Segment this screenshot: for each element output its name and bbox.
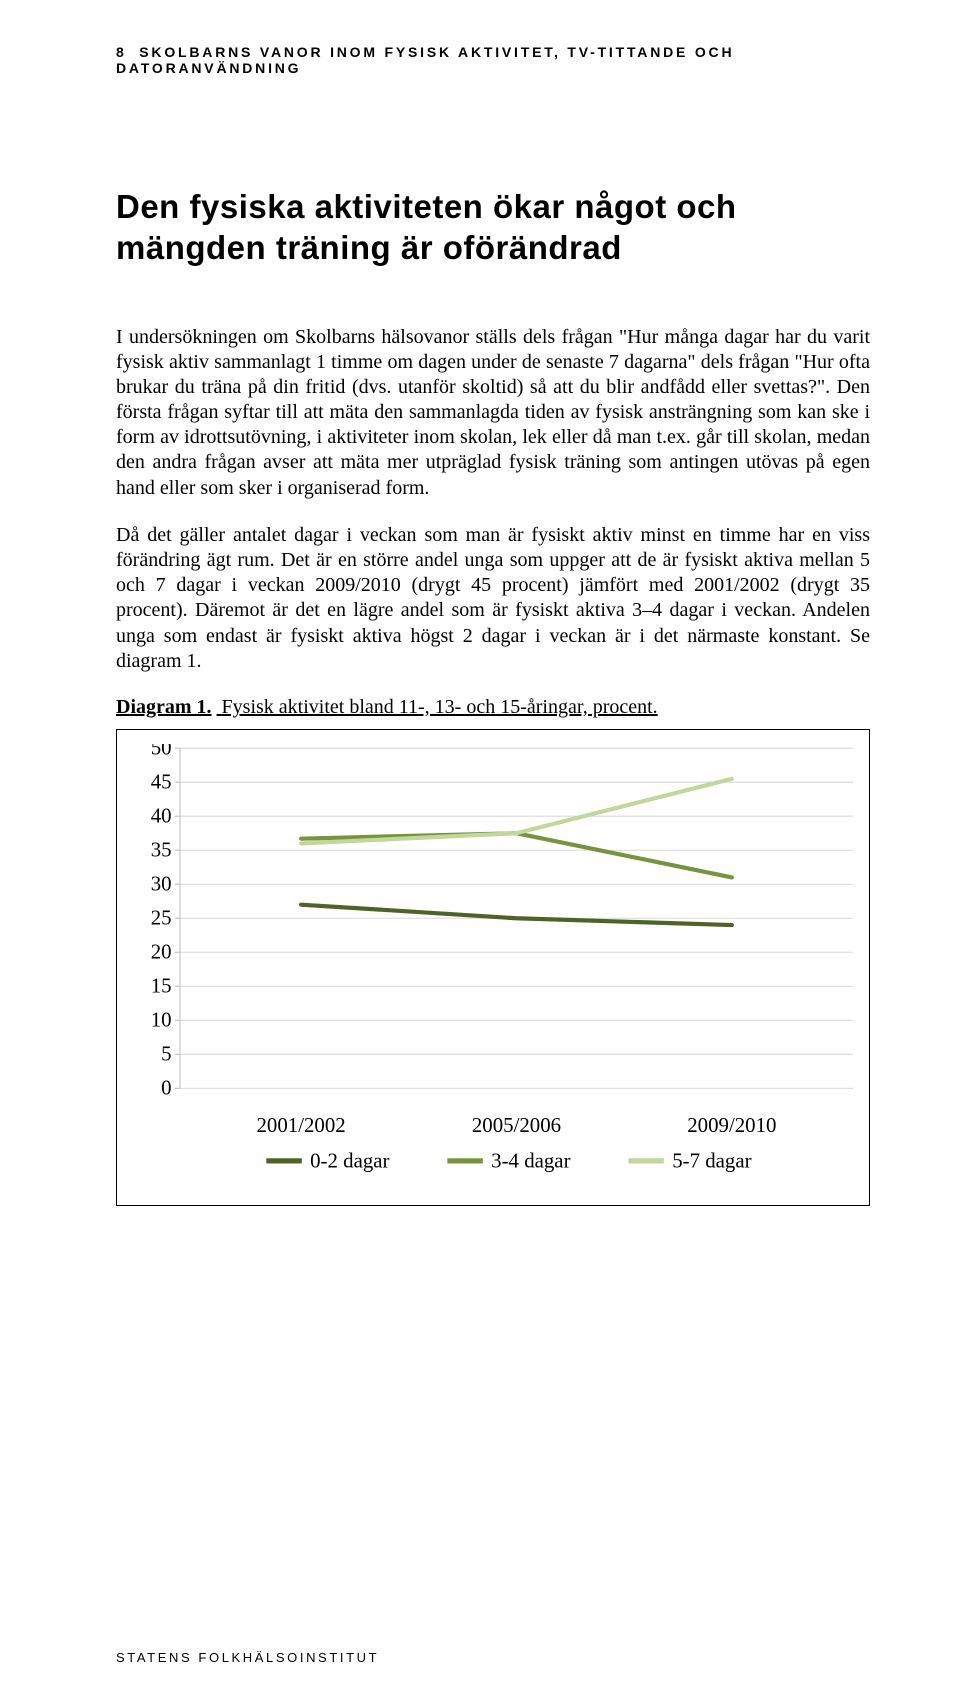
line-chart: 0 5 10 15 20 25 30 35 40 45 50 2001/2002 2005/2006 20… xyxy=(133,744,853,1195)
svg-text:35: 35 xyxy=(151,837,172,861)
svg-text:5-7 dagar: 5-7 dagar xyxy=(672,1149,751,1173)
diagram-caption: Diagram 1. Fysisk aktivitet bland 11-, 1… xyxy=(116,696,870,719)
svg-text:5: 5 xyxy=(161,1042,171,1066)
section-title: Den fysiska aktiviteten ökar något och m… xyxy=(116,186,870,269)
page: 8 SKOLBARNS VANOR INOM FYSISK AKTIVITET,… xyxy=(0,0,960,1697)
diagram-label: Diagram 1. xyxy=(116,696,212,718)
svg-text:3-4 dagar: 3-4 dagar xyxy=(491,1149,570,1173)
svg-text:2009/2010: 2009/2010 xyxy=(687,1113,776,1137)
svg-text:40: 40 xyxy=(151,803,172,827)
paragraph: I undersökningen om Skolbarns hälsovanor… xyxy=(116,325,870,501)
svg-text:25: 25 xyxy=(151,905,172,929)
svg-text:45: 45 xyxy=(151,769,172,793)
svg-text:0-2 dagar: 0-2 dagar xyxy=(310,1149,389,1173)
diagram-caption-text: Fysisk aktivitet bland 11-, 13- och 15-å… xyxy=(217,696,658,718)
footer-text: STATENS FOLKHÄLSOINSTITUT xyxy=(116,1650,379,1665)
chart-container: 0 5 10 15 20 25 30 35 40 45 50 2001/2002 2005/2006 20… xyxy=(116,729,870,1206)
page-number: 8 xyxy=(116,44,127,60)
svg-text:20: 20 xyxy=(151,939,172,963)
svg-text:50: 50 xyxy=(151,744,172,759)
svg-text:30: 30 xyxy=(151,871,172,895)
svg-text:0: 0 xyxy=(161,1076,171,1100)
running-title: SKOLBARNS VANOR INOM FYSISK AKTIVITET, T… xyxy=(116,44,734,76)
svg-text:15: 15 xyxy=(151,973,172,997)
paragraph: Då det gäller antalet dagar i veckan som… xyxy=(116,523,870,674)
running-header: 8 SKOLBARNS VANOR INOM FYSISK AKTIVITET,… xyxy=(116,44,870,76)
svg-text:2005/2006: 2005/2006 xyxy=(472,1113,561,1137)
svg-text:2001/2002: 2001/2002 xyxy=(256,1113,345,1137)
svg-text:10: 10 xyxy=(151,1008,172,1032)
